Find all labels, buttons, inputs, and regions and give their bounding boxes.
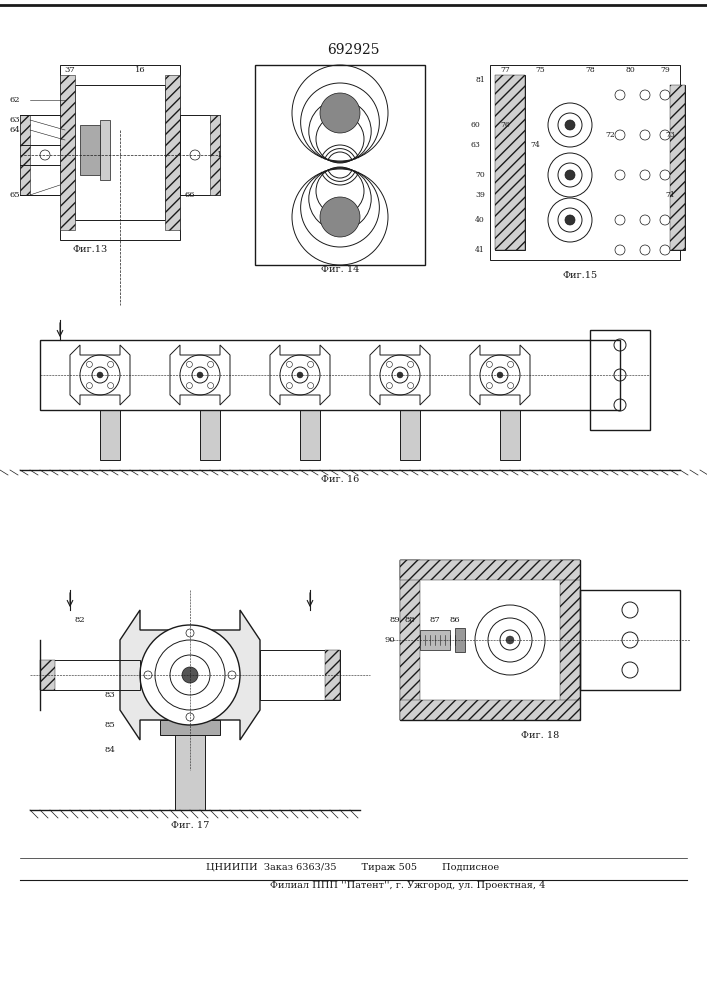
Bar xyxy=(560,560,580,720)
Bar xyxy=(40,660,140,690)
Bar xyxy=(60,75,75,230)
Bar xyxy=(100,120,110,180)
Bar xyxy=(400,560,420,720)
Circle shape xyxy=(475,605,545,675)
Bar xyxy=(400,560,580,580)
Bar xyxy=(300,410,320,460)
Circle shape xyxy=(506,636,514,644)
Text: 74: 74 xyxy=(530,141,540,149)
Bar xyxy=(420,630,450,650)
Circle shape xyxy=(182,667,198,683)
Text: Фиг. 17: Фиг. 17 xyxy=(171,820,209,830)
Bar xyxy=(580,590,680,690)
Bar xyxy=(255,65,425,265)
Text: 81: 81 xyxy=(475,76,485,84)
Text: 63: 63 xyxy=(10,116,21,124)
Text: 77: 77 xyxy=(500,66,510,74)
Text: 66: 66 xyxy=(185,191,195,199)
Bar xyxy=(260,650,340,700)
Bar xyxy=(200,410,220,460)
Text: Филиал ППП ''Патент'', г. Ужгород, ул. Проектная, 4: Филиал ППП ''Патент'', г. Ужгород, ул. П… xyxy=(270,880,545,890)
Text: 84: 84 xyxy=(105,746,115,754)
Bar xyxy=(75,85,165,220)
Text: 79: 79 xyxy=(660,66,670,74)
Bar xyxy=(455,628,465,652)
Bar xyxy=(80,125,100,175)
Text: 70: 70 xyxy=(475,171,485,179)
Text: 64: 64 xyxy=(10,126,21,134)
Text: 86: 86 xyxy=(450,616,460,624)
Text: 85: 85 xyxy=(105,721,115,729)
Text: ЦНИИПИ  Заказ 6363/35        Тираж 505        Подписное: ЦНИИПИ Заказ 6363/35 Тираж 505 Подписное xyxy=(206,863,500,872)
Text: 73: 73 xyxy=(665,131,675,139)
Bar xyxy=(100,410,120,460)
Circle shape xyxy=(565,120,575,130)
Text: 40: 40 xyxy=(475,216,485,224)
Text: 82: 82 xyxy=(75,616,86,624)
Text: 65: 65 xyxy=(10,191,21,199)
Text: Фиг.13: Фиг.13 xyxy=(72,245,107,254)
Text: 75: 75 xyxy=(535,66,545,74)
Text: 1: 1 xyxy=(217,151,223,159)
Text: 72: 72 xyxy=(605,131,615,139)
Circle shape xyxy=(320,197,360,237)
Bar xyxy=(60,65,180,240)
Text: 16: 16 xyxy=(135,66,146,74)
Text: Фиг. 18: Фиг. 18 xyxy=(521,730,559,740)
Bar xyxy=(490,65,680,260)
Bar xyxy=(400,560,580,720)
Bar xyxy=(670,85,685,250)
Bar xyxy=(400,410,420,460)
Text: Фиг. 14: Фиг. 14 xyxy=(321,265,359,274)
Text: 87: 87 xyxy=(430,616,440,624)
Text: 90: 90 xyxy=(385,636,395,644)
Text: Фиг.15: Фиг.15 xyxy=(563,270,597,279)
Circle shape xyxy=(297,372,303,378)
Bar xyxy=(590,330,650,430)
Text: 80: 80 xyxy=(625,66,635,74)
Bar xyxy=(20,115,30,195)
Text: 89: 89 xyxy=(390,616,400,624)
Bar xyxy=(210,115,220,195)
Circle shape xyxy=(197,372,203,378)
Bar xyxy=(495,75,525,250)
Circle shape xyxy=(97,372,103,378)
Text: 78: 78 xyxy=(585,66,595,74)
Bar xyxy=(40,660,55,690)
Bar xyxy=(165,75,180,230)
Text: 83: 83 xyxy=(105,691,115,699)
Text: 63: 63 xyxy=(470,141,480,149)
Bar xyxy=(180,115,220,195)
Circle shape xyxy=(320,93,360,133)
Text: 71: 71 xyxy=(665,191,675,199)
Text: Фиг. 16: Фиг. 16 xyxy=(321,476,359,485)
Bar xyxy=(40,340,620,410)
Bar xyxy=(175,730,205,810)
Bar xyxy=(495,75,525,250)
Circle shape xyxy=(140,625,240,725)
Polygon shape xyxy=(120,610,260,740)
Circle shape xyxy=(565,215,575,225)
Bar xyxy=(670,85,685,250)
Bar xyxy=(20,115,60,195)
Circle shape xyxy=(497,372,503,378)
Text: 62: 62 xyxy=(10,96,21,104)
Bar xyxy=(400,700,580,720)
Bar xyxy=(325,650,340,700)
Circle shape xyxy=(397,372,403,378)
Text: 76: 76 xyxy=(500,121,510,129)
Text: 88: 88 xyxy=(404,616,416,624)
Text: 692925: 692925 xyxy=(327,43,379,57)
Bar xyxy=(500,410,520,460)
Text: 60: 60 xyxy=(470,121,480,129)
Text: 41: 41 xyxy=(475,246,485,254)
Text: 39: 39 xyxy=(475,191,485,199)
Bar xyxy=(160,720,220,735)
Circle shape xyxy=(565,170,575,180)
Text: 37: 37 xyxy=(64,66,76,74)
